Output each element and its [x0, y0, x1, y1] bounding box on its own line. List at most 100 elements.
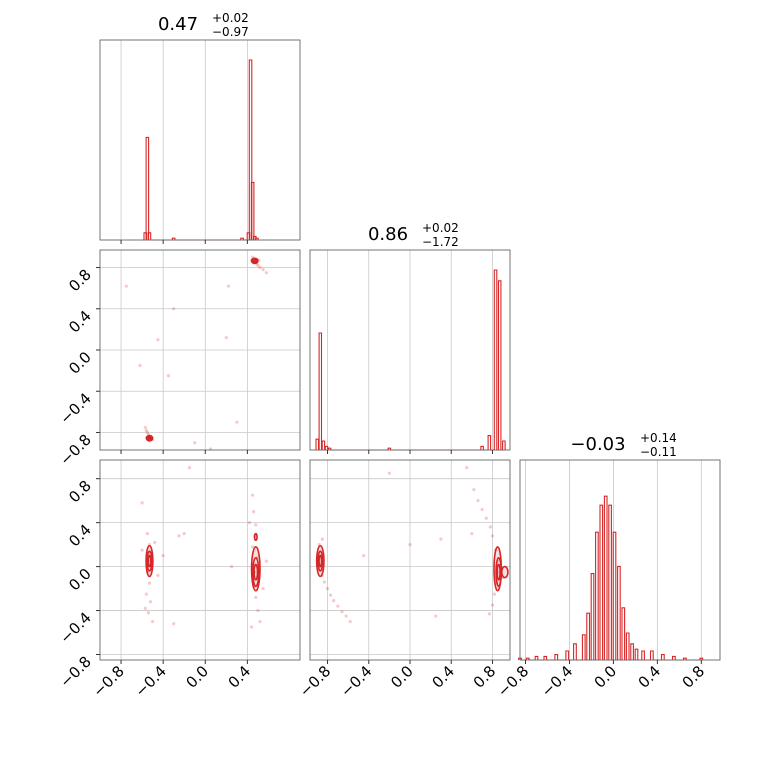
panel-0-2-ytick-label-3: 0.4 [65, 521, 95, 551]
panel-1-2-point-25 [490, 603, 495, 607]
panel-0-2-point-29 [182, 532, 186, 536]
panel-1-2-point-14 [472, 488, 476, 492]
panel-0-2-point-25 [261, 586, 265, 591]
panel-0-1-point-26 [193, 441, 197, 445]
panel-0-2-point-8 [151, 619, 155, 624]
panel-0-2-point-30 [156, 573, 160, 577]
hist-title-1: 0.86 [368, 224, 408, 245]
panel-1-2-point-6 [329, 593, 333, 597]
panel-1-2-xtick-label-0: −0.8 [296, 662, 334, 700]
panel-0-2-ytick-label-0: −0.8 [56, 653, 94, 691]
hist-title-2: −0.03 [570, 434, 625, 455]
panel-0-2-point-14 [252, 510, 256, 514]
panel-0-2-point-24 [249, 625, 254, 629]
panel-1-2-point-15 [476, 499, 480, 503]
panel-1-2-xtick-label-3: 0.4 [428, 662, 458, 692]
panel-0-1-point-24 [224, 336, 228, 340]
panel-0-2-contour-2 [147, 554, 152, 568]
panel-1-2-point-18 [488, 525, 493, 529]
panel-1-2-point-33 [465, 466, 469, 470]
panel-1-2-contour-1 [317, 550, 324, 572]
hist-panel-2-xtick-label-3: 0.4 [635, 662, 665, 692]
panel-1-2-point-8 [336, 604, 340, 608]
hist-title-minus-2: −0.11 [640, 445, 677, 459]
panel-1-2-xtick-label-2: 0.0 [387, 662, 417, 692]
panel-0-2-ytick-label-4: 0.8 [65, 477, 95, 507]
hist-title-0: 0.47 [158, 14, 198, 35]
panel-1-2-contour-6 [500, 565, 509, 579]
panel-0-1-point-28 [226, 284, 231, 288]
panel-0-2-point-12 [153, 540, 157, 545]
panel-0-1-ytick-label-2: 0.0 [65, 348, 95, 378]
panel-0-2-contour-1 [146, 550, 153, 572]
hist-panel-2-xtick-label-0: −0.8 [494, 662, 532, 700]
panel-0-2-frame [99, 459, 301, 661]
panel-0-1-point-21 [138, 363, 142, 368]
panel-1-2-point-34 [362, 554, 366, 558]
panel-1-2-point-19 [490, 534, 495, 538]
hist-panel-2-frame [519, 459, 721, 661]
panel-1-2-point-16 [480, 507, 484, 512]
panel-0-2-contour-4 [252, 557, 260, 588]
panel-0-2-point-17 [251, 545, 255, 549]
panel-0-1-point-29 [156, 338, 160, 342]
panel-0-1-point-16 [144, 428, 148, 433]
panel-0-2-ytick-label-2: 0.0 [65, 565, 95, 595]
panel-0-2-point-13 [251, 493, 255, 497]
panel-0-1-point-14 [145, 430, 149, 435]
panel-0-2-point-27 [247, 521, 252, 525]
panel-0-1-point-7 [264, 271, 268, 275]
panel-0-1-contour-5 [147, 436, 152, 440]
panel-0-2-contour-5 [253, 563, 259, 581]
panel-1-2-point-9 [340, 610, 344, 614]
panel-1-2-point-26 [487, 612, 491, 616]
panel-0-1-ytick-label-0: −0.8 [56, 431, 94, 469]
hist-title-plus-0: +0.02 [212, 11, 249, 25]
panel-0-2-xtick-label-2: 0.0 [182, 662, 212, 692]
panel-0-2-xtick-label-0: −0.8 [89, 662, 127, 700]
hist-title-plus-2: +0.14 [640, 431, 677, 445]
panel-0-2-point-22 [256, 608, 260, 613]
panel-0-1-point-22 [124, 284, 128, 288]
panel-0-2-point-11 [140, 548, 144, 552]
panel-1-2-point-30 [434, 614, 438, 618]
panel-0-1-point-20 [166, 374, 171, 378]
panel-1-2-contour-2 [318, 554, 323, 568]
panel-0-2-background [100, 460, 300, 660]
panel-0-2-point-7 [146, 611, 151, 615]
panel-0-1-point-27 [235, 420, 239, 424]
panel-0-2-point-9 [143, 606, 147, 610]
hist-panel-0-background [100, 40, 300, 240]
panel-0-1-contour-2 [252, 258, 257, 263]
panel-1-2-contour-5 [496, 563, 501, 581]
panel-0-2-ytick-label-1: −0.4 [56, 609, 94, 647]
panel-0-2-xtick-label-1: −0.4 [131, 662, 169, 700]
panel-0-1-point-6 [261, 267, 265, 272]
hist-panel-0-frame [99, 39, 301, 241]
panel-0-1-ytick-label-3: 0.4 [65, 307, 95, 337]
panel-0-2-point-28 [140, 501, 144, 505]
panel-0-2-point-26 [264, 559, 268, 563]
panel-0-2-point-35 [161, 554, 165, 558]
hist-title-plus-1: +0.02 [422, 221, 459, 235]
panel-1-2-point-32 [408, 543, 412, 547]
hist-title-minus-1: −1.72 [422, 235, 459, 249]
panel-1-2-point-12 [320, 537, 324, 541]
panel-1-2-point-10 [344, 614, 348, 618]
panel-0-1-ytick-label-4: 0.8 [65, 266, 95, 296]
panel-0-1-point-23 [172, 307, 176, 311]
panel-0-2-point-23 [258, 619, 262, 624]
panel-0-2-contour-6 [253, 532, 258, 542]
panel-0-2-point-5 [144, 592, 148, 596]
hist-panel-2-xtick-label-2: 0.0 [591, 662, 621, 692]
panel-0-2-point-10 [145, 532, 149, 536]
panel-1-2-point-17 [484, 516, 488, 520]
panel-1-2-point-29 [470, 532, 474, 536]
panel-1-2-point-5 [325, 586, 330, 591]
panel-0-2-point-31 [172, 622, 176, 626]
panel-1-2-point-7 [332, 599, 336, 603]
panel-0-2-point-33 [177, 534, 181, 538]
panel-0-2-point-21 [254, 595, 258, 599]
panel-1-2-point-35 [439, 537, 443, 541]
